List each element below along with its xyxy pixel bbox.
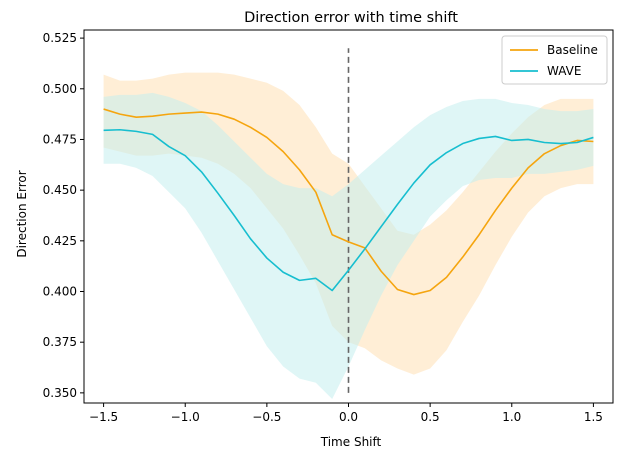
line-baseline	[103, 108, 594, 296]
y-axis-label: Direction Error	[15, 170, 29, 257]
confidence-bands	[103, 72, 594, 399]
x-tick-label: 0.0	[339, 410, 358, 424]
x-tick-label: 0.5	[421, 410, 440, 424]
x-axis-ticks: −1.5 −1.0 −0.5 0.0 0.5 1.0 1.5	[89, 403, 603, 424]
y-tick-label: 0.425	[43, 234, 77, 248]
legend-box	[501, 35, 608, 85]
chart-title: Direction error with time shift	[244, 10, 458, 26]
x-tick-label: −1.0	[171, 410, 200, 424]
y-tick-label: 0.475	[43, 132, 77, 146]
y-tick-label: 0.450	[43, 183, 77, 197]
x-tick-label: −1.5	[89, 410, 118, 424]
band-wave	[103, 92, 594, 399]
y-tick-label: 0.525	[43, 31, 77, 45]
line-wave	[103, 128, 594, 292]
legend: Baseline WAVE	[501, 35, 608, 85]
y-tick-label: 0.500	[43, 82, 77, 96]
x-tick-label: 1.0	[502, 410, 521, 424]
legend-label-baseline: Baseline	[547, 43, 598, 57]
series-lines	[103, 108, 594, 296]
y-tick-label: 0.400	[43, 285, 77, 299]
legend-label-wave: WAVE	[547, 64, 581, 78]
x-tick-label: −0.5	[252, 410, 281, 424]
y-tick-label: 0.350	[43, 386, 77, 400]
x-axis-label: Time Shift	[320, 435, 382, 449]
x-tick-label: 1.5	[584, 410, 603, 424]
y-axis-ticks: 0.350 0.375 0.400 0.425 0.450 0.475 0.500 0.525	[43, 31, 84, 400]
y-tick-label: 0.375	[43, 335, 77, 349]
